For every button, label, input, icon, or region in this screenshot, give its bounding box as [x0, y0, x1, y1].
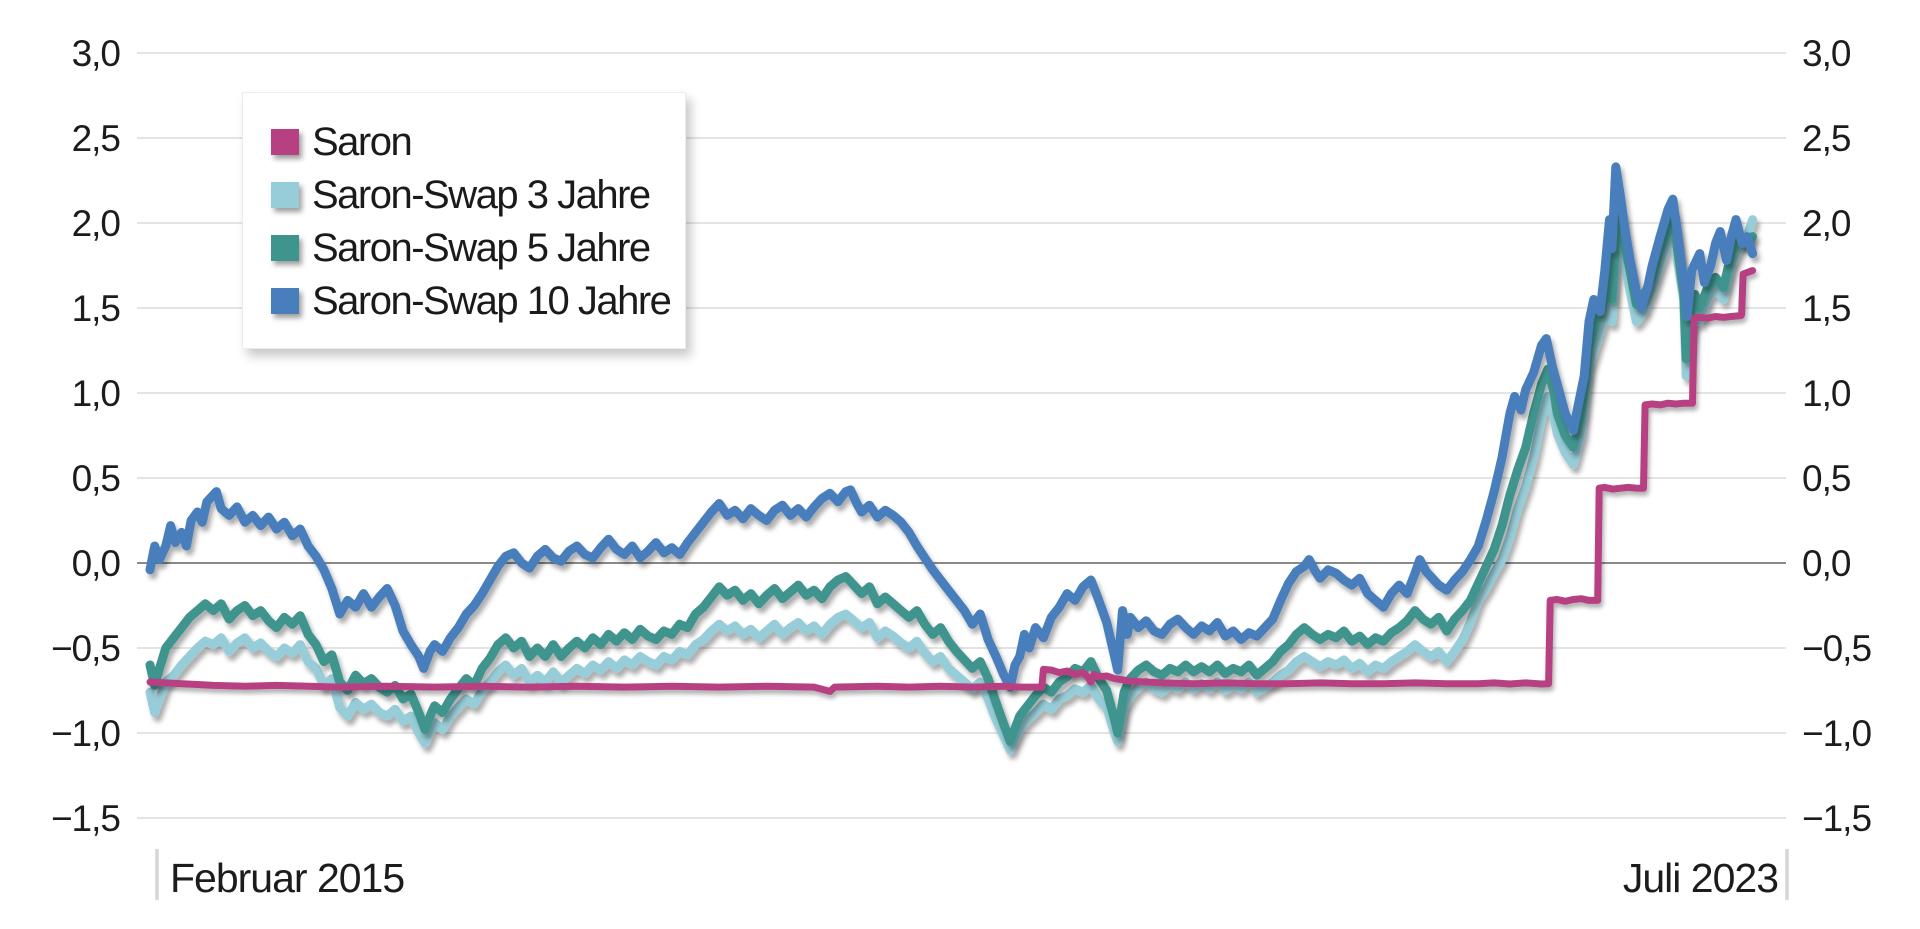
y-axis-label-right: 1,0: [1802, 373, 1851, 414]
legend-label: Saron-Swap 3 Jahre: [312, 172, 651, 217]
y-axis-label-right: −0,5: [1802, 628, 1871, 669]
legend-row-saron-swap-5-jahre: Saron-Swap 5 Jahre: [271, 227, 685, 268]
legend-swatch-icon: [271, 181, 299, 208]
y-axis-label-left: −1,5: [51, 798, 120, 839]
y-axis-label-right: 0,0: [1802, 543, 1851, 584]
legend-label: Saron-Swap 5 Jahre: [312, 225, 651, 270]
y-axis-label-left: 0,5: [72, 458, 121, 499]
y-axis-label-right: 2,0: [1802, 203, 1851, 244]
y-axis-label-left: −1,0: [51, 713, 120, 754]
y-axis-label-right: −1,0: [1802, 713, 1871, 754]
series-line-saron-swap-10-jahre: [145, 162, 1758, 692]
legend-row-saron: Saron: [271, 121, 685, 162]
series-lines: [145, 162, 1758, 755]
x-axis-label-end: Juli 2023: [1623, 855, 1778, 901]
y-axis-label-left: 3,0: [72, 33, 121, 74]
y-axis-label-left: −0,5: [51, 628, 120, 669]
legend-label: Saron-Swap 10 Jahre: [312, 278, 672, 323]
y-axis-label-right: 1,5: [1802, 288, 1851, 329]
y-axis-label-right: −1,5: [1802, 798, 1871, 839]
y-axis-label-right: 3,0: [1802, 33, 1851, 74]
legend-swatch-icon: [271, 234, 299, 261]
y-axis-label-left: 1,5: [72, 288, 121, 329]
y-axis-label-left: 1,0: [72, 373, 121, 414]
series-line-saron-swap-5-jahre: [145, 210, 1758, 746]
legend-label: Saron: [312, 119, 413, 164]
y-axis-label-left: 2,0: [72, 203, 121, 244]
legend-row-saron-swap-10-jahre: Saron-Swap 10 Jahre: [271, 280, 685, 321]
x-axis-label-start: Februar 2015: [170, 855, 404, 901]
legend-row-saron-swap-3-jahre: Saron-Swap 3 Jahre: [271, 174, 685, 215]
chart-legend: Saron Saron-Swap 3 Jahre Saron-Swap 5 Jahr…: [242, 92, 686, 349]
y-axis-label-right: 2,5: [1802, 118, 1851, 159]
y-axis-left: 3,0 2,5 2,0 1,5 1,0 0,5 0,0 −0,5 −1,0 −1,5: [51, 33, 121, 839]
legend-swatch-icon: [271, 287, 299, 314]
y-axis-label-left: 0,0: [72, 543, 121, 584]
series-line-saron: [146, 267, 1757, 695]
legend-swatch-icon: [271, 128, 299, 155]
y-axis-label-right: 0,5: [1802, 458, 1851, 499]
y-axis-right: 3,0 2,5 2,0 1,5 1,0 0,5 0,0 −0,5 −1,0 −1,5: [1802, 33, 1872, 839]
y-axis-label-left: 2,5: [72, 118, 121, 159]
